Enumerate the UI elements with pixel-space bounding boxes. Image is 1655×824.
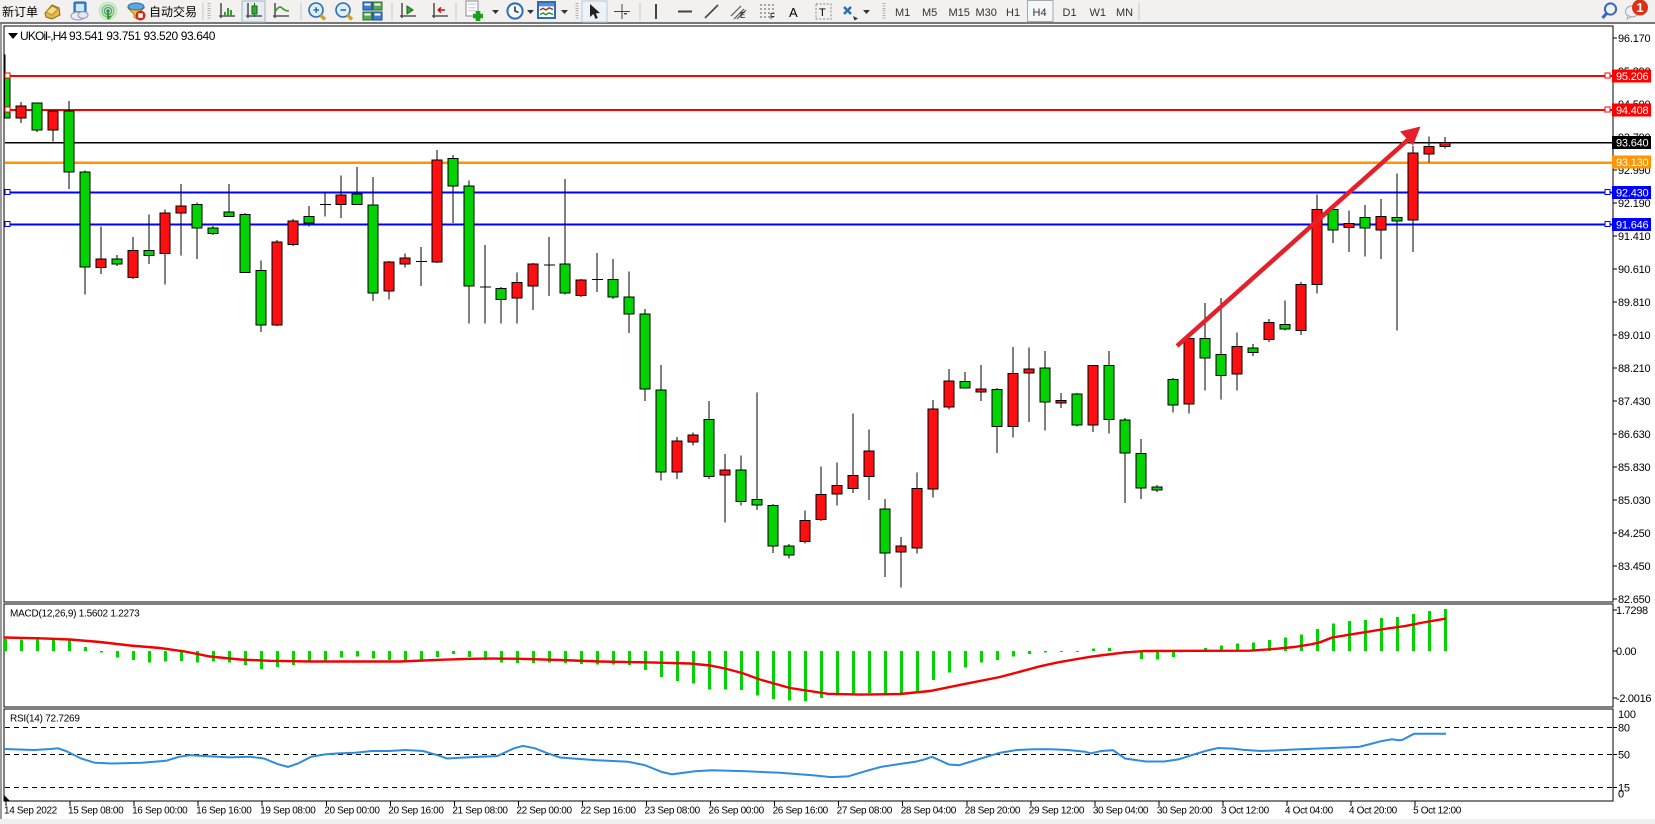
svg-text:27 Sep 08:00: 27 Sep 08:00	[837, 806, 893, 817]
svg-text:15 Sep 08:00: 15 Sep 08:00	[68, 806, 124, 817]
svg-text:89.010: 89.010	[1618, 330, 1651, 342]
svg-text:29 Sep 12:00: 29 Sep 12:00	[1029, 806, 1085, 817]
svg-text:100: 100	[1618, 709, 1636, 721]
svg-text:1.7298: 1.7298	[1616, 605, 1648, 617]
svg-text:M1: M1	[895, 7, 910, 19]
svg-text:F: F	[770, 12, 775, 21]
svg-text:14 Sep 2022: 14 Sep 2022	[4, 806, 58, 817]
svg-text:88.210: 88.210	[1618, 363, 1651, 375]
svg-text:T: T	[819, 7, 826, 19]
svg-text:30 Sep 20:00: 30 Sep 20:00	[1157, 806, 1213, 817]
svg-text:W1: W1	[1090, 7, 1107, 19]
svg-text:21 Sep 08:00: 21 Sep 08:00	[452, 806, 508, 817]
svg-text:23 Sep 08:00: 23 Sep 08:00	[645, 806, 701, 817]
svg-text:MACD(12,26,9) 1.5602 1.2273: MACD(12,26,9) 1.5602 1.2273	[10, 609, 140, 620]
svg-text:26 Sep 16:00: 26 Sep 16:00	[773, 806, 829, 817]
svg-text:95.206: 95.206	[1616, 71, 1649, 83]
svg-text:96.170: 96.170	[1618, 33, 1651, 45]
svg-text:20 Sep 00:00: 20 Sep 00:00	[324, 806, 380, 817]
svg-text:50: 50	[1618, 750, 1630, 762]
svg-text:D1: D1	[1063, 7, 1077, 19]
svg-text:19 Sep 08:00: 19 Sep 08:00	[260, 806, 316, 817]
svg-text:5 Oct 12:00: 5 Oct 12:00	[1413, 806, 1462, 817]
svg-text:0: 0	[1618, 789, 1624, 801]
svg-text:22 Sep 00:00: 22 Sep 00:00	[516, 806, 572, 817]
svg-text:RSI(14) 72.7269: RSI(14) 72.7269	[10, 714, 80, 725]
svg-text:85.030: 85.030	[1618, 495, 1651, 507]
svg-text:89.810: 89.810	[1618, 297, 1651, 309]
svg-text:M30: M30	[976, 7, 997, 19]
svg-text:22 Sep 16:00: 22 Sep 16:00	[580, 806, 636, 817]
svg-text:86.630: 86.630	[1618, 429, 1651, 441]
svg-text:4 Oct 04:00: 4 Oct 04:00	[1285, 806, 1334, 817]
svg-text:自动交易: 自动交易	[149, 4, 197, 19]
svg-text:80: 80	[1618, 723, 1630, 735]
svg-text:30 Sep 04:00: 30 Sep 04:00	[1093, 806, 1149, 817]
svg-text:28 Sep 04:00: 28 Sep 04:00	[901, 806, 957, 817]
svg-text:91.410: 91.410	[1618, 231, 1651, 243]
svg-text:A: A	[789, 5, 798, 20]
svg-text:M15: M15	[949, 7, 970, 19]
svg-text:84.250: 84.250	[1618, 528, 1651, 540]
svg-text:3 Oct 12:00: 3 Oct 12:00	[1221, 806, 1270, 817]
svg-text:16 Sep 16:00: 16 Sep 16:00	[196, 806, 252, 817]
svg-text:16 Sep 00:00: 16 Sep 00:00	[132, 806, 188, 817]
svg-text:4 Oct 20:00: 4 Oct 20:00	[1349, 806, 1398, 817]
svg-text:83.450: 83.450	[1618, 561, 1651, 573]
svg-text:92.190: 92.190	[1618, 198, 1651, 210]
svg-text:MN: MN	[1116, 7, 1133, 19]
svg-text:85.830: 85.830	[1618, 462, 1651, 474]
svg-text:93.640: 93.640	[1616, 138, 1649, 150]
svg-text:90.610: 90.610	[1618, 264, 1651, 276]
svg-text:-2.0016: -2.0016	[1616, 693, 1651, 705]
svg-text:H1: H1	[1006, 7, 1020, 19]
svg-text:1: 1	[1636, 0, 1643, 15]
svg-text:93.130: 93.130	[1616, 157, 1649, 169]
svg-text:20 Sep 16:00: 20 Sep 16:00	[388, 806, 444, 817]
svg-text:94.408: 94.408	[1616, 105, 1649, 117]
svg-text:93.541 93.751 93.520 93.640: 93.541 93.751 93.520 93.640	[69, 29, 216, 43]
svg-text:M5: M5	[922, 7, 937, 19]
svg-text:92.430: 92.430	[1616, 188, 1649, 200]
svg-text:H4: H4	[1033, 7, 1047, 19]
svg-text:新订单: 新订单	[2, 4, 38, 19]
svg-text:15: 15	[1618, 783, 1630, 795]
svg-text:26 Sep 00:00: 26 Sep 00:00	[709, 806, 765, 817]
svg-text:28 Sep 20:00: 28 Sep 20:00	[965, 806, 1021, 817]
svg-text:82.650: 82.650	[1618, 594, 1651, 606]
svg-text:87.430: 87.430	[1618, 396, 1651, 408]
svg-text:E: E	[740, 11, 745, 20]
svg-text:91.646: 91.646	[1616, 220, 1649, 232]
svg-text:0.00: 0.00	[1616, 646, 1636, 658]
svg-text:UKOil-,H4: UKOil-,H4	[20, 29, 68, 43]
